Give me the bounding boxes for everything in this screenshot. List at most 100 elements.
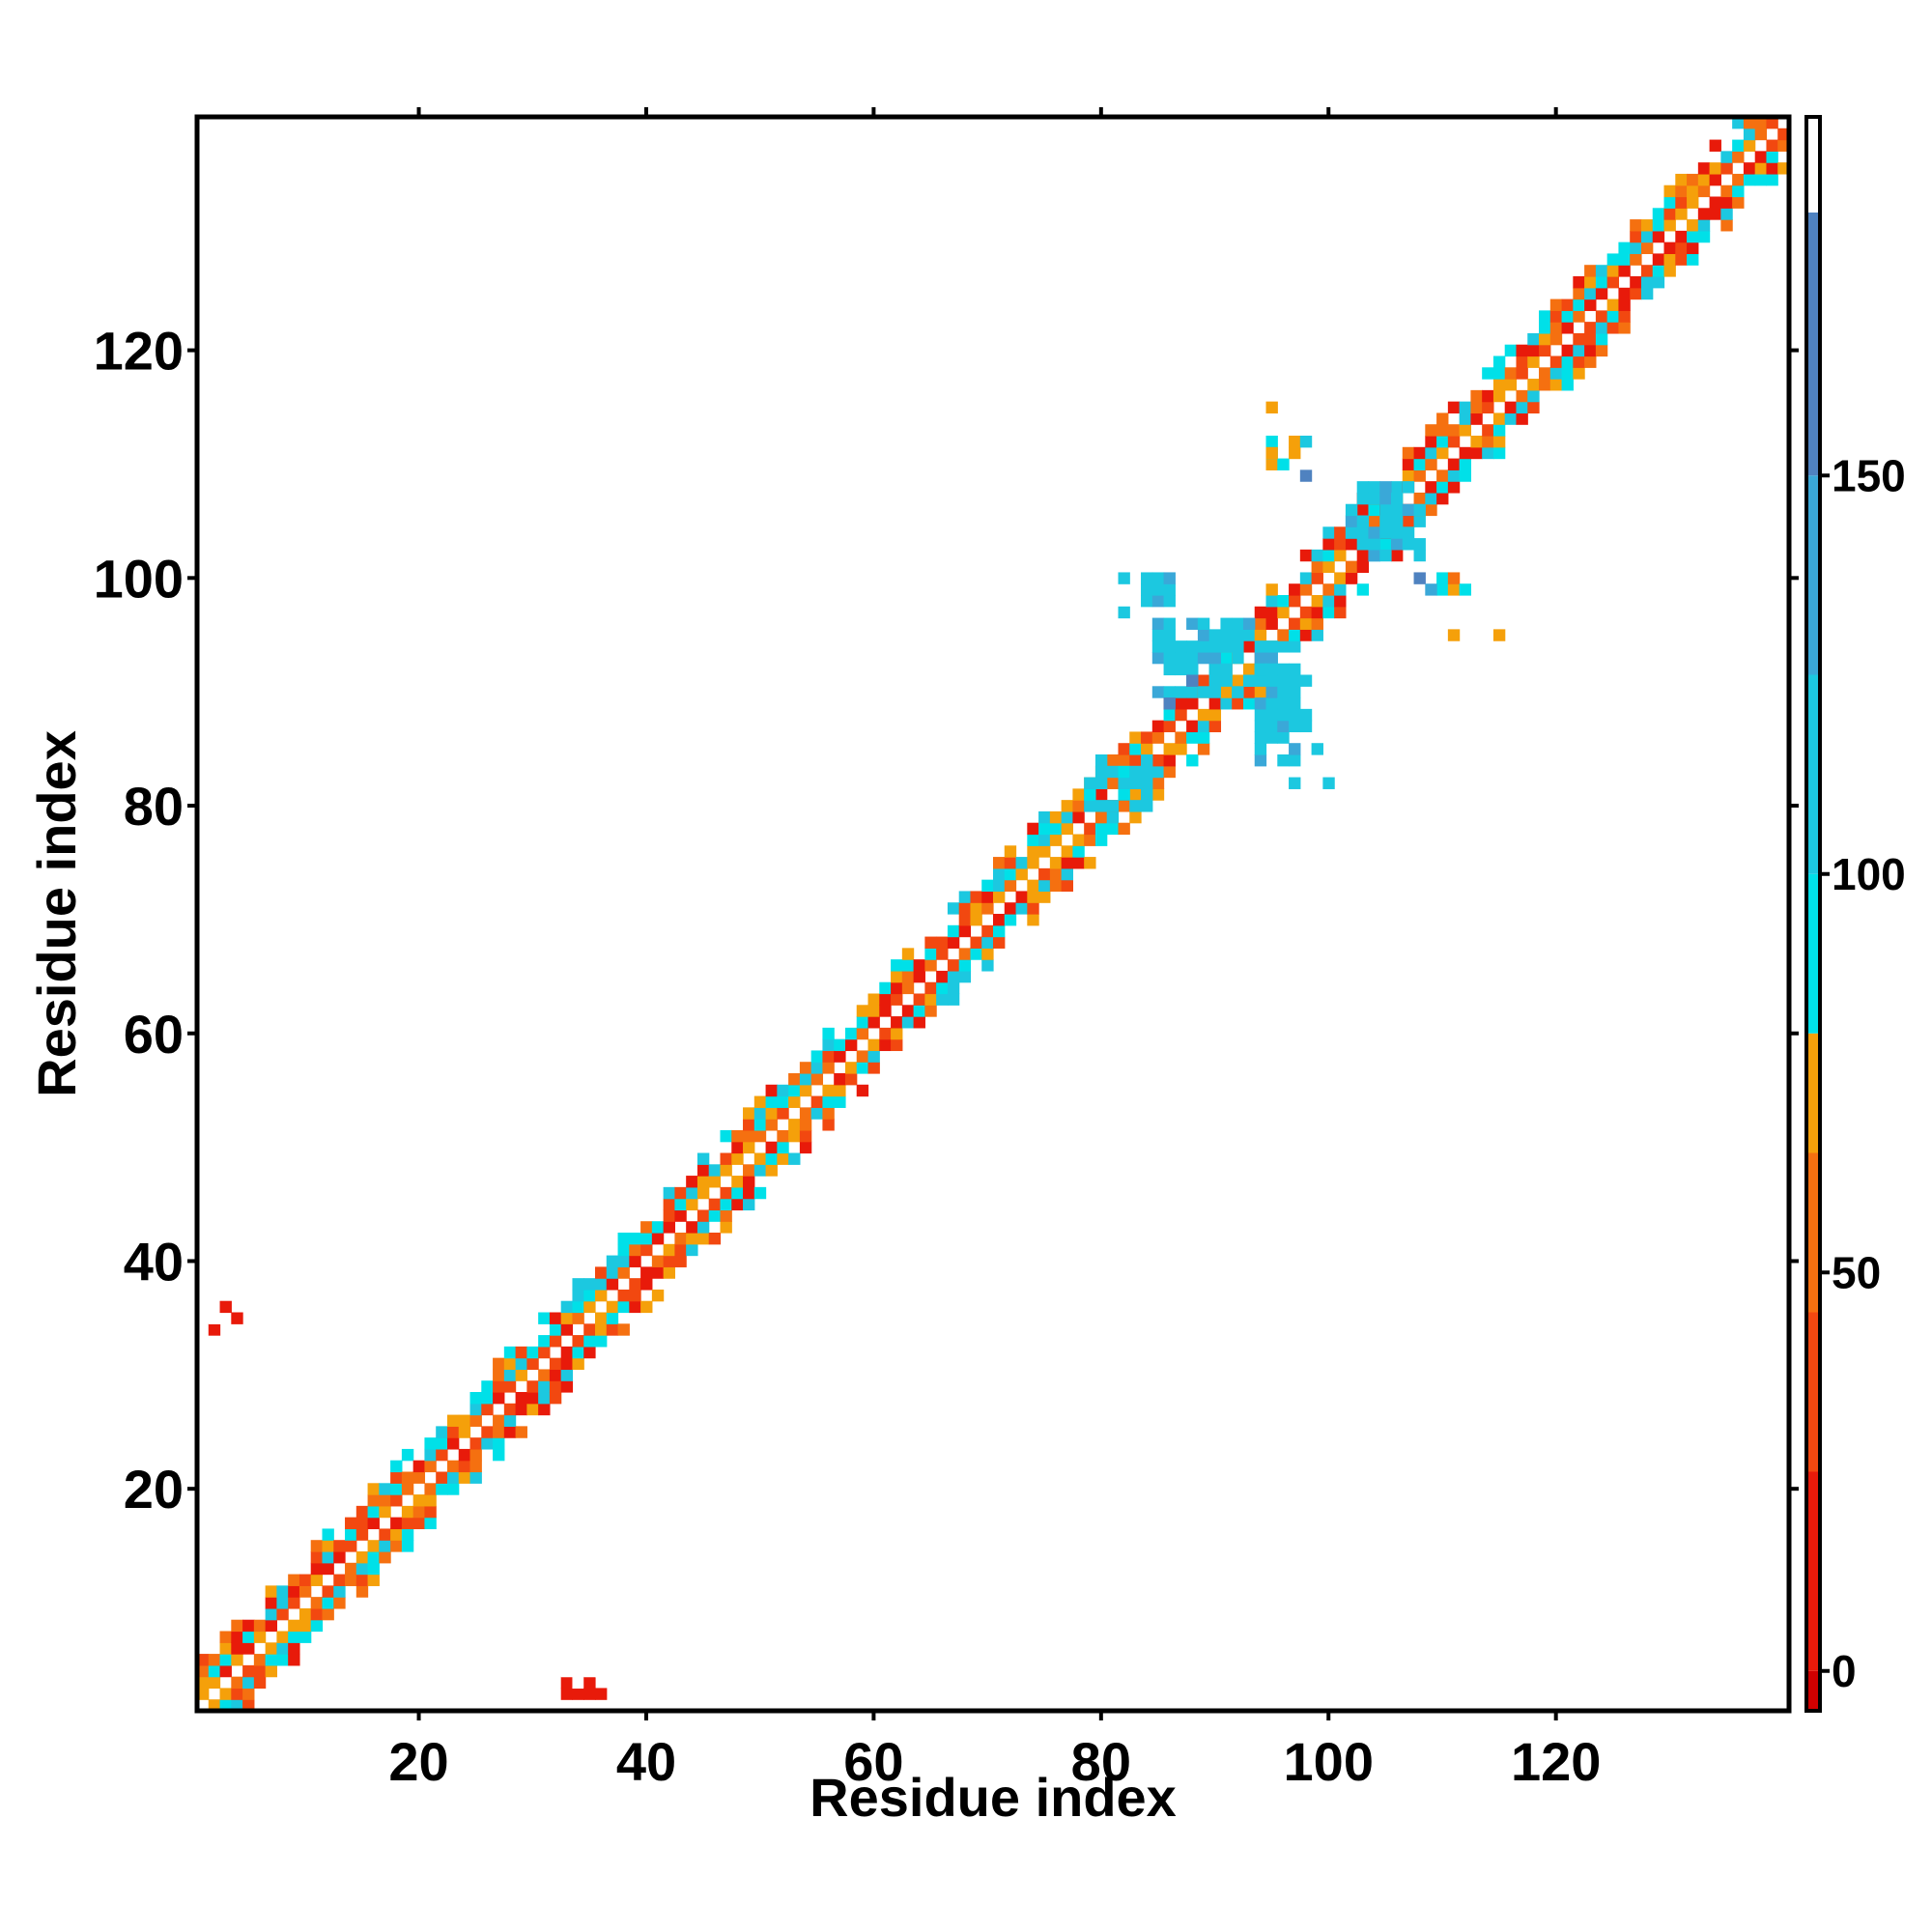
- heatmap-cell-384: [901, 1016, 915, 1029]
- heatmap-cell-789: [1640, 265, 1654, 277]
- heatmap-cell-129: [436, 1483, 448, 1495]
- x-tick-label-5: 120: [1511, 1731, 1601, 1792]
- heatmap-cell-806: [1675, 253, 1688, 266]
- heatmap-cell-472: [1061, 857, 1073, 869]
- heatmap-cell-413: [958, 970, 972, 983]
- heatmap-cell-959: [1265, 663, 1278, 676]
- heatmap-cell-830: [1709, 139, 1721, 152]
- heatmap-cell-563: [1232, 674, 1244, 687]
- heatmap-cell-169: [503, 1369, 517, 1381]
- heatmap-cell-269: [686, 1198, 698, 1211]
- heatmap-cell-344: [822, 1107, 835, 1120]
- heatmap-cell-628: [1356, 560, 1370, 574]
- heatmap-cell-365: [856, 1005, 869, 1017]
- heatmap-cell-643: [1391, 549, 1404, 562]
- heatmap-cell-544: [1197, 731, 1210, 744]
- heatmap-cell-912: [1186, 651, 1199, 665]
- heatmap-cell-423: [970, 902, 982, 915]
- heatmap-cell-52: [288, 1574, 300, 1586]
- heatmap-cell-531: [1175, 743, 1187, 755]
- heatmap-cell-288: [720, 1164, 732, 1177]
- heatmap-cell-1019: [1436, 583, 1449, 596]
- heatmap-cell-26: [242, 1631, 255, 1643]
- heatmap-cell-118: [412, 1505, 426, 1519]
- heatmap-cell-827: [1709, 196, 1721, 209]
- heatmap-cell-337: [799, 1062, 812, 1074]
- heatmap-cell-1013: [1151, 595, 1165, 608]
- heatmap-cell-849: [1754, 162, 1768, 175]
- heatmap-cell-258: [663, 1198, 675, 1211]
- heatmap-cell-43: [276, 1607, 289, 1621]
- heatmap-cell-1043: [1163, 697, 1176, 710]
- heatmap-cell-573: [1254, 686, 1267, 698]
- heatmap-cell-57: [298, 1574, 312, 1586]
- heatmap-cell-438: [993, 857, 1006, 869]
- heatmap-cell-226: [606, 1278, 619, 1291]
- heatmap-cell-246: [640, 1233, 653, 1245]
- heatmap-cell-798: [1652, 208, 1665, 220]
- heatmap-cell-477: [1072, 857, 1085, 869]
- heatmap-cell-701: [1492, 436, 1506, 448]
- heatmap-cell-917: [1197, 640, 1210, 653]
- heatmap-cell-666: [1425, 458, 1437, 470]
- heatmap-cell-610: [1322, 583, 1335, 596]
- heatmap-cell-699: [1482, 367, 1494, 380]
- heatmap-cell-1020: [1436, 572, 1449, 584]
- x-axis-ticks: 20 40 60 80 100 120: [388, 107, 1601, 1792]
- heatmap-cell-879: [1094, 800, 1108, 812]
- heatmap-cell-20: [231, 1619, 243, 1633]
- heatmap-cell-709: [1504, 401, 1518, 414]
- heatmap-cell-177: [515, 1346, 527, 1359]
- heatmap-cell-304: [743, 1107, 755, 1120]
- heatmap-cell-97: [379, 1551, 391, 1564]
- heatmap-cell-249: [651, 1266, 665, 1279]
- heatmap-cell-32: [253, 1619, 267, 1633]
- heatmap-cell-313: [765, 1152, 778, 1165]
- heatmap-cell-684: [1459, 458, 1471, 470]
- heatmap-cell-220: [595, 1289, 608, 1302]
- heatmap-cell-567: [1242, 697, 1256, 710]
- heatmap-cell-770: [1606, 298, 1620, 311]
- heatmap-cell-702: [1492, 424, 1506, 437]
- heatmap-cell-717: [1516, 355, 1528, 368]
- heatmap-cell-604: [1311, 595, 1323, 608]
- heatmap-cell-500: [1106, 754, 1120, 767]
- heatmap-cell-242: [640, 1300, 653, 1314]
- heatmap-cell-616: [1334, 595, 1347, 608]
- heatmap-cell-301: [743, 1141, 755, 1154]
- heatmap-cell-682: [1447, 401, 1461, 414]
- heatmap-cell-741: [1561, 344, 1574, 357]
- heatmap-cell-188: [538, 1335, 551, 1348]
- heatmap-cell-974: [1289, 674, 1301, 687]
- heatmap-cell-809: [1675, 208, 1688, 220]
- heatmap-cell-353: [834, 1073, 846, 1086]
- heatmap-cell-813: [1687, 253, 1699, 266]
- heatmap-cell-900: [1151, 617, 1165, 630]
- heatmap-cell-532: [1175, 731, 1187, 744]
- heatmap-cell-664: [1425, 492, 1437, 505]
- heatmap-cell-738: [1561, 379, 1574, 391]
- heatmap-cell-334: [799, 1107, 812, 1120]
- heatmap-cell-988: [1368, 538, 1380, 551]
- heatmap-cell-526: [1163, 754, 1176, 767]
- heatmap-cell-902: [1163, 663, 1176, 676]
- heatmap-cell-273: [696, 1221, 710, 1234]
- heatmap-cell-688: [1459, 401, 1471, 414]
- heatmap-cell-332: [799, 1129, 812, 1143]
- heatmap-cell-665: [1425, 481, 1437, 494]
- heatmap-cell-69: [322, 1551, 334, 1564]
- heatmap-cell-1017: [1163, 583, 1176, 596]
- heatmap-cell-831: [1720, 219, 1733, 232]
- heatmap-cell-357: [844, 1062, 858, 1074]
- heatmap-cell-691: [1470, 412, 1483, 425]
- heatmap-cell-444: [1004, 845, 1017, 858]
- heatmap-cell-894: [1141, 765, 1153, 779]
- heatmap-cell-874: [595, 1688, 608, 1700]
- heatmap-cell-1023: [1459, 583, 1471, 596]
- heatmap-cell-847: [1743, 117, 1756, 129]
- heatmap-cell-750: [1573, 298, 1585, 311]
- heatmap-cell-826: [1709, 208, 1721, 220]
- heatmap-cell-73: [333, 1585, 346, 1598]
- heatmap-cell-224: [606, 1312, 619, 1324]
- heatmap-cell-501: [1118, 822, 1130, 836]
